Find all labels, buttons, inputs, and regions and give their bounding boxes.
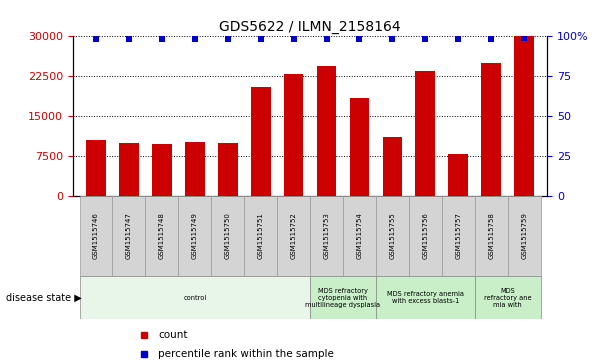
Point [190, 37, 199, 42]
Bar [185, 142, 205, 196]
Text: GSM1515749: GSM1515749 [192, 212, 198, 260]
Bar [442, 196, 475, 276]
Bar [178, 196, 212, 276]
Bar [482, 63, 501, 196]
Text: GSM1515754: GSM1515754 [356, 213, 362, 259]
Title: GDS5622 / ILMN_2158164: GDS5622 / ILMN_2158164 [219, 20, 401, 34]
Bar [80, 196, 112, 276]
Text: count: count [158, 330, 188, 340]
Point [454, 37, 463, 42]
Text: GSM1515752: GSM1515752 [291, 213, 297, 259]
Text: control: control [183, 295, 207, 301]
Text: percentile rank within the sample: percentile rank within the sample [158, 349, 334, 359]
Bar [250, 87, 271, 196]
Bar [277, 196, 310, 276]
Bar [376, 196, 409, 276]
Point [387, 37, 397, 42]
Text: MDS refractory anemia
with excess blasts-1: MDS refractory anemia with excess blasts… [387, 291, 464, 304]
Text: GSM1515750: GSM1515750 [225, 212, 231, 260]
Bar [415, 71, 435, 196]
Bar [152, 144, 171, 196]
Bar [112, 196, 145, 276]
Bar [244, 196, 277, 276]
Text: GSM1515747: GSM1515747 [126, 212, 132, 260]
Bar [475, 276, 541, 319]
Bar [382, 138, 402, 196]
Text: GSM1515753: GSM1515753 [323, 212, 330, 260]
Text: MDS refractory
cytopenia with
multilineage dysplasia: MDS refractory cytopenia with multilinea… [305, 287, 381, 308]
Bar [350, 98, 370, 196]
Text: GSM1515758: GSM1515758 [488, 212, 494, 260]
Point [256, 37, 266, 42]
Bar [218, 143, 238, 196]
Bar [212, 196, 244, 276]
Text: GSM1515759: GSM1515759 [521, 212, 527, 260]
Bar [86, 140, 106, 196]
Bar [80, 276, 310, 319]
Bar [343, 196, 376, 276]
Text: GSM1515748: GSM1515748 [159, 212, 165, 260]
Point [157, 37, 167, 42]
Bar [310, 196, 343, 276]
Text: MDS
refractory ane
mia with: MDS refractory ane mia with [484, 287, 531, 308]
Point [289, 37, 299, 42]
Bar [514, 36, 534, 196]
Point [354, 37, 364, 42]
Bar [508, 196, 541, 276]
Point [421, 37, 430, 42]
Point [91, 37, 101, 42]
Bar [475, 196, 508, 276]
Bar [284, 74, 303, 196]
Point [519, 35, 529, 41]
Text: GSM1515746: GSM1515746 [93, 212, 99, 260]
Point [322, 37, 331, 42]
Text: GSM1515751: GSM1515751 [258, 212, 264, 260]
Text: GSM1515755: GSM1515755 [389, 213, 395, 259]
Point [223, 37, 233, 42]
Bar [376, 276, 475, 319]
Point [124, 37, 134, 42]
Bar [145, 196, 178, 276]
Bar [119, 143, 139, 196]
Point [486, 37, 496, 42]
Bar [448, 155, 468, 196]
Text: GSM1515756: GSM1515756 [423, 212, 429, 260]
Text: GSM1515757: GSM1515757 [455, 212, 461, 260]
Bar [409, 196, 442, 276]
Bar [310, 276, 376, 319]
Text: disease state ▶: disease state ▶ [6, 293, 82, 303]
Bar [317, 66, 336, 196]
